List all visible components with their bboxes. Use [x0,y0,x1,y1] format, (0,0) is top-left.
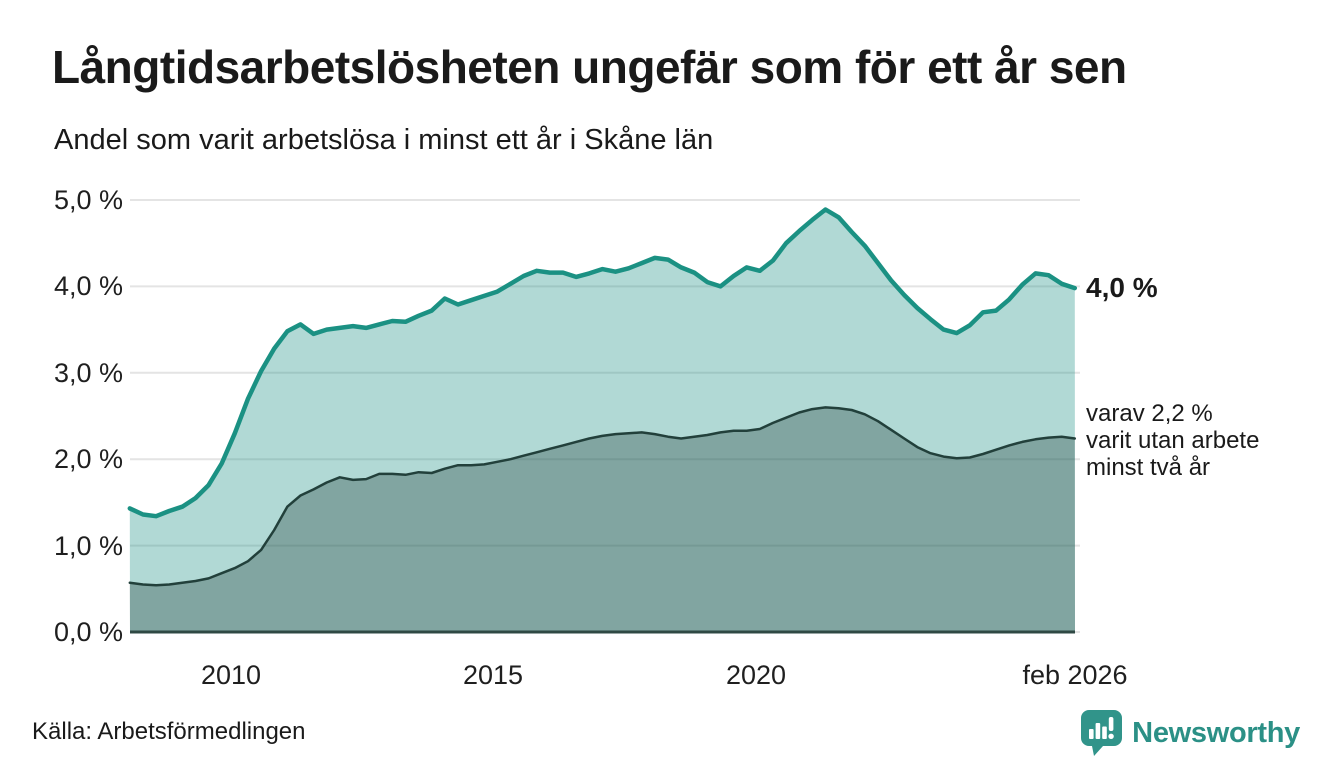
inner-series-annotation: varit utan arbete [1086,427,1260,454]
brand-wordmark: Newsworthy [1132,717,1300,749]
newsworthy-bubble-chart-icon [1081,710,1123,756]
y-axis-tick-label: 3,0 % [53,358,123,388]
y-axis-tick-label: 5,0 % [53,185,123,215]
x-axis-tick-label: 2015 [462,660,524,690]
y-axis-tick-label: 1,0 % [53,531,123,561]
x-axis-tick-label: 2020 [725,660,787,690]
page-title: Långtidsarbetslösheten ungefär som för e… [52,41,1127,93]
series-end-value-label: 4,0 % [1086,272,1158,303]
inner-series-annotation: minst två år [1086,454,1211,481]
x-axis-tick-label: 2010 [200,660,262,690]
y-axis-tick-label: 0,0 % [53,617,123,647]
newsworthy-logo: Newsworthy [1081,710,1300,757]
y-axis-tick-label: 4,0 % [53,271,123,301]
y-axis-tick-label: 2,0 % [53,444,123,474]
inner-series-annotation: varav 2,2 % [1086,400,1213,427]
source-attribution: Källa: Arbetsförmedlingen [32,718,306,745]
chart-subtitle: Andel som varit arbetslösa i minst ett å… [54,124,714,156]
x-axis-tick-label: feb 2026 [1022,660,1128,690]
